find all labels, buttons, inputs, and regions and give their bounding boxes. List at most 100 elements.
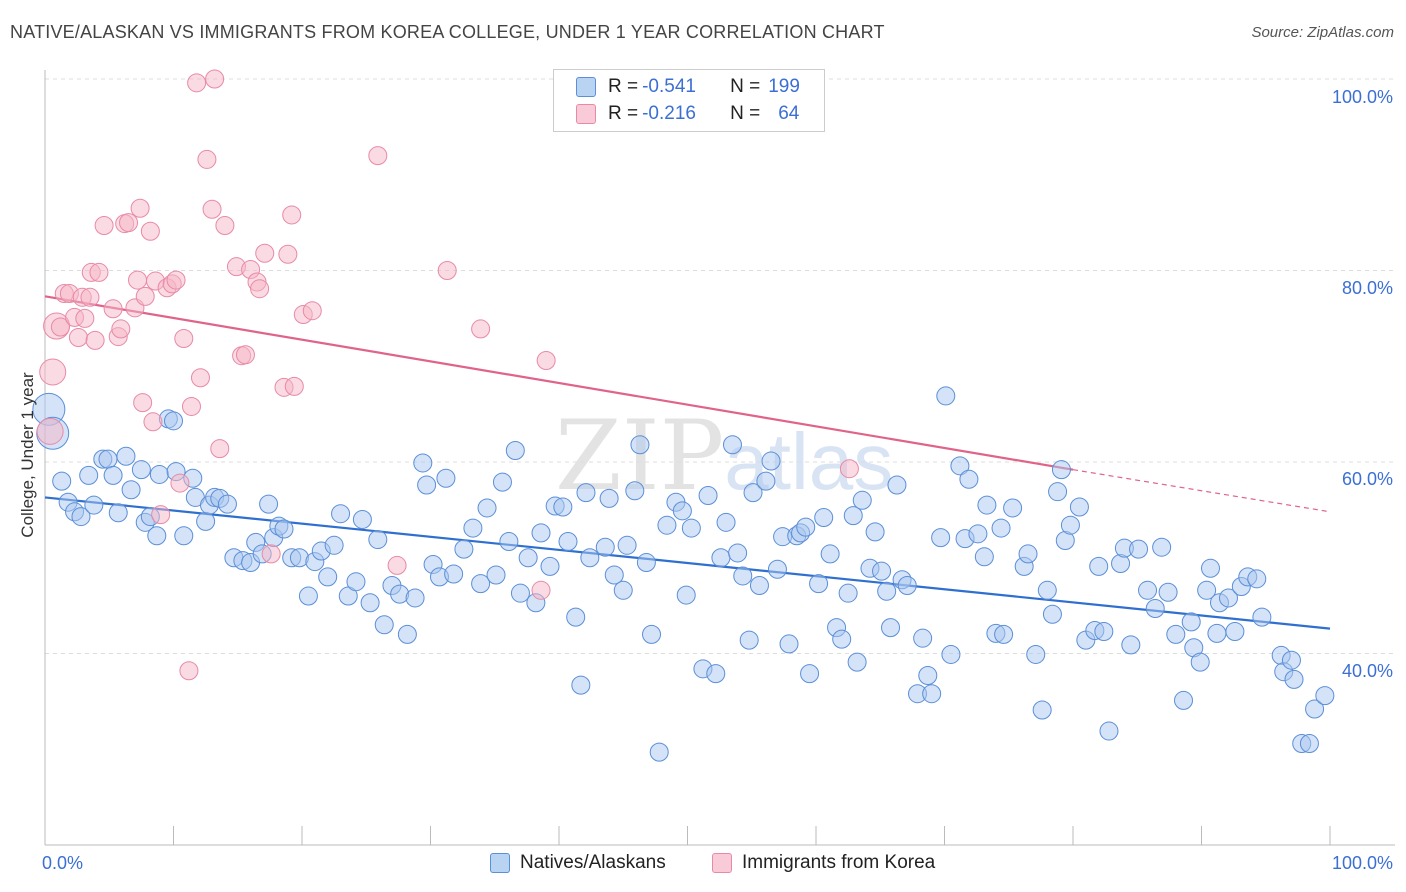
point-natives (756, 471, 776, 491)
point-korea (151, 505, 171, 525)
point-natives (103, 465, 123, 485)
point-korea (85, 330, 105, 350)
point-natives (1299, 734, 1319, 754)
point-korea (103, 299, 123, 319)
point-natives (492, 472, 512, 492)
point-natives (617, 535, 637, 555)
point-natives (681, 518, 701, 538)
trend-line-natives (44, 496, 1331, 630)
point-natives (604, 565, 624, 585)
point-korea (36, 417, 64, 445)
point-natives (1197, 580, 1217, 600)
point-natives (1003, 498, 1023, 518)
point-natives (259, 494, 279, 514)
point-natives (580, 548, 600, 568)
point-natives (814, 508, 834, 528)
point-natives (1145, 598, 1165, 618)
x-tick-0: 0.0% (42, 853, 84, 873)
point-korea (50, 317, 70, 337)
point-natives (820, 544, 840, 564)
y-tick-80: 80.0% (1341, 278, 1393, 298)
point-korea (255, 243, 275, 263)
point-natives (1138, 580, 1158, 600)
x-tick-100: 100.0% (1331, 853, 1393, 873)
y-tick-60: 60.0% (1341, 469, 1393, 489)
legend-r-value: -0.216 (642, 103, 696, 124)
point-korea (68, 328, 88, 348)
point-natives (1247, 569, 1267, 589)
point-natives (444, 564, 464, 584)
point-natives (941, 644, 961, 664)
point-korea (387, 555, 407, 575)
bottom-legend-label: Natives/Alaskans (520, 852, 666, 873)
point-natives (1042, 604, 1062, 624)
legend-n-value: 64 (778, 103, 800, 124)
point-natives (1099, 721, 1119, 741)
point-natives (887, 475, 907, 495)
legend-row-natives: R = -0.541 N = 199 (576, 75, 800, 99)
point-natives (174, 526, 194, 546)
point-natives (1252, 607, 1272, 627)
axes (44, 70, 1395, 846)
point-korea (471, 319, 491, 339)
point-korea (174, 328, 194, 348)
bottom-swatch-blue (490, 853, 510, 873)
point-natives (71, 507, 91, 527)
y-axis-label: College, Under 1 year (18, 372, 37, 538)
point-natives (131, 460, 151, 480)
point-natives (1089, 556, 1109, 576)
point-natives (657, 515, 677, 535)
point-natives (1218, 588, 1238, 608)
point-natives (352, 509, 372, 529)
point-natives (722, 435, 742, 455)
point-korea (536, 351, 556, 371)
trend-lines (44, 295, 1331, 630)
point-korea (187, 73, 207, 93)
point-natives (486, 565, 506, 585)
point-natives (571, 675, 591, 695)
point-natives (318, 567, 338, 587)
point-natives (1166, 624, 1186, 644)
point-natives (1032, 700, 1052, 720)
point-natives (877, 581, 897, 601)
legend-row-korea: R = -0.216 N = 64 (576, 102, 799, 126)
point-natives (405, 588, 425, 608)
point-natives (832, 629, 852, 649)
point-natives (510, 583, 530, 603)
point-natives (711, 548, 731, 568)
point-natives (649, 742, 669, 762)
point-natives (847, 652, 867, 672)
point-natives (809, 574, 829, 594)
point-natives (950, 456, 970, 476)
bottom-swatch-pink (712, 853, 732, 873)
point-natives (800, 664, 820, 684)
point-natives (865, 522, 885, 542)
point-korea (839, 459, 859, 479)
y-tick-100: 100.0% (1331, 87, 1393, 107)
point-natives (505, 441, 525, 461)
point-natives (79, 465, 99, 485)
point-natives (767, 559, 787, 579)
point-korea (250, 279, 270, 299)
point-natives (116, 446, 136, 466)
point-natives (149, 464, 169, 484)
point-korea (111, 319, 131, 339)
point-natives (413, 453, 433, 473)
point-natives (52, 471, 72, 491)
point-natives (918, 666, 938, 686)
point-natives (779, 634, 799, 654)
point-natives (977, 495, 997, 515)
point-natives (595, 537, 615, 557)
point-korea (94, 215, 114, 235)
point-natives (761, 451, 781, 471)
point-natives (1094, 621, 1114, 641)
point-korea (210, 439, 230, 459)
point-korea (119, 213, 139, 233)
point-natives (374, 615, 394, 635)
point-korea (128, 270, 148, 290)
point-natives (733, 566, 753, 586)
point-natives (368, 530, 388, 550)
point-natives (531, 523, 551, 543)
point-natives (576, 483, 596, 503)
bottom-legend-label: Immigrants from Korea (742, 852, 936, 873)
